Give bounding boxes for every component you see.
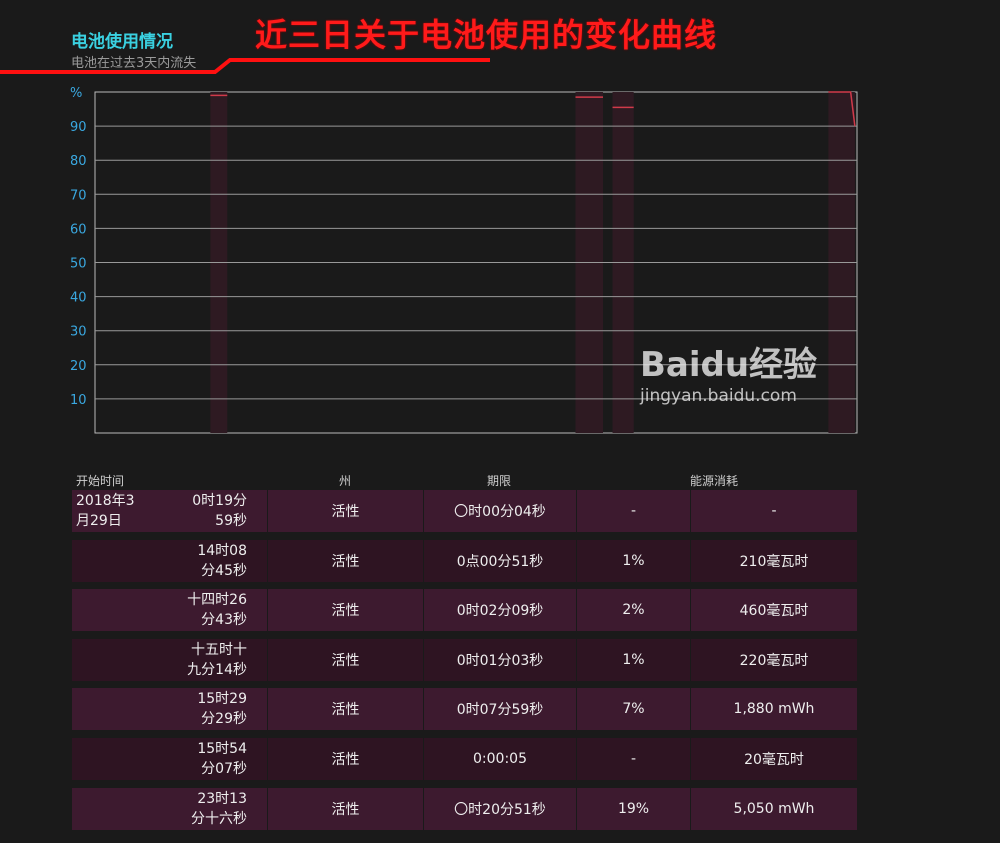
start-time-2: 59秒: [215, 513, 247, 529]
col-header-energy[interactable]: 能源消耗: [690, 474, 739, 488]
start-time-1: 十四时26: [187, 592, 247, 609]
start-time-1: 0时19分: [192, 493, 247, 509]
y-tick-label: 10: [70, 393, 87, 408]
cell-percent: -: [577, 490, 690, 532]
cell-percent: 1%: [577, 539, 690, 582]
table-row[interactable]: 15时29 分29秒 活性 0时07分59秒 7% 1,880 mWh: [72, 688, 857, 731]
cell-percent: 2%: [577, 589, 690, 632]
start-time-2: 分43秒: [201, 612, 247, 629]
start-time-2: 九分14秒: [187, 661, 247, 678]
cell-energy: 20毫瓦时: [691, 738, 857, 780]
baidu-watermark: Baidu经验 jingyan.baidu.com: [640, 345, 817, 406]
start-time-2: 分07秒: [201, 761, 247, 777]
cell-energy: -: [691, 490, 857, 532]
cell-start: 23时13 分十六秒: [72, 787, 267, 830]
y-tick-label: 80: [70, 154, 87, 169]
col-header-state[interactable]: 州: [339, 474, 352, 488]
cell-start: 2018年3月29日 0时19分 59秒: [72, 490, 267, 532]
annotation-banner: 近三日关于电池使用的变化曲线: [255, 16, 718, 54]
cell-state: 活性: [268, 738, 423, 780]
cell-duration: 〇时00分04秒: [424, 490, 576, 532]
page-title: 电池使用情况: [71, 32, 173, 52]
start-date: 2018年3月29日: [76, 493, 135, 529]
watermark-url: jingyan.baidu.com: [640, 385, 797, 406]
cell-energy: 5,050 mWh: [691, 787, 857, 830]
y-tick-label: 40: [70, 291, 87, 306]
table-row[interactable]: 23时13 分十六秒 活性 〇时20分51秒 19% 5,050 mWh: [72, 787, 857, 830]
table-row[interactable]: 15时54 分07秒 活性 0:00:05-20毫瓦时: [72, 738, 857, 780]
y-tick-label: 30: [70, 325, 87, 340]
cell-start: 14时08 分45秒: [72, 539, 267, 582]
cell-state: 活性: [268, 638, 423, 681]
col-header-start[interactable]: 开始时间: [76, 474, 125, 488]
battery-chart: 10 20 30 40 50 60 70 80 90%: [70, 86, 858, 434]
cell-state: 活性: [268, 539, 423, 582]
watermark-brand: Baidu经验: [640, 345, 818, 385]
cell-percent: 19%: [577, 787, 690, 830]
cell-duration: 0时02分09秒: [424, 589, 576, 632]
start-time-1: 15时29: [197, 691, 247, 708]
cell-energy: 220毫瓦时: [691, 638, 857, 681]
cell-duration: 0时01分03秒: [424, 638, 576, 681]
y-axis-label: %: [70, 86, 82, 101]
start-time-1: 十五时十: [191, 641, 247, 658]
start-time-2: 分十六秒: [191, 810, 247, 827]
cell-percent: 7%: [577, 688, 690, 731]
cell-start: 十五时十九分14秒: [72, 638, 267, 681]
cell-state: 活性: [268, 490, 423, 532]
cell-energy: 1,880 mWh: [691, 688, 857, 731]
cell-state: 活性: [268, 787, 423, 830]
y-tick-label: 50: [70, 257, 87, 272]
cell-start: 十四时26 分43秒: [72, 589, 267, 632]
cell-percent: 1%: [577, 638, 690, 681]
table-row[interactable]: 2018年3月29日 0时19分 59秒 活性 〇时00分04秒 - -: [72, 490, 857, 532]
start-time-2: 分45秒: [201, 562, 247, 579]
cell-start: 15时54 分07秒: [72, 738, 267, 780]
y-tick-label: 70: [70, 188, 87, 203]
cell-duration: 0时07分59秒: [424, 688, 576, 731]
cell-state: 活性: [268, 688, 423, 731]
y-tick-label: 60: [70, 222, 87, 237]
cell-energy: 460毫瓦时: [691, 589, 857, 632]
cell-percent: -: [577, 738, 690, 780]
y-tick-label: 90: [70, 120, 87, 135]
start-time-1: 15时54: [197, 741, 247, 757]
cell-energy: 210毫瓦时: [691, 539, 857, 582]
table-row[interactable]: 14时08 分45秒 活性 0点00分51秒 1% 210毫瓦时: [72, 539, 857, 582]
table-row[interactable]: 十五时十 九分14秒 活性 0时01分03秒 1% 220毫瓦时: [72, 638, 857, 681]
start-time-2: 分29秒: [201, 711, 247, 728]
col-header-duration[interactable]: 期限: [487, 474, 512, 488]
annotation-underline: [0, 58, 490, 74]
y-tick-label: 20: [70, 359, 87, 374]
battery-line: [828, 91, 856, 127]
cell-duration: 0点00分51秒: [424, 539, 576, 582]
cell-start: 15时29 分29秒: [72, 688, 267, 731]
table-row[interactable]: 十四时26 分43秒 活性 0时02分09秒 2% 460毫瓦时: [72, 589, 857, 632]
start-time-1: 14时08: [197, 542, 247, 559]
cell-duration: 〇时20分51秒: [424, 787, 576, 830]
cell-duration: 0:00:05: [424, 738, 576, 780]
cell-state: 活性: [268, 589, 423, 632]
start-time-1: 23时13: [197, 790, 247, 807]
page-subtitle: 电池在过去3天内流失: [71, 56, 197, 71]
